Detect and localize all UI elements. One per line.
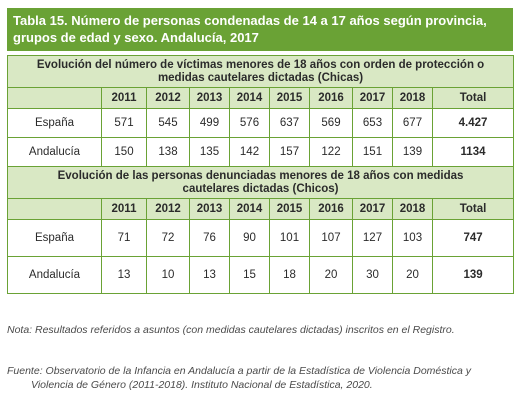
row-label: España: [7, 219, 102, 257]
table-cell: 122: [309, 137, 353, 167]
section-1-heading-line-2: medidas cautelares dictadas (Chicas): [157, 71, 364, 84]
section-2-heading-line-1: Evolución de las personas denunciadas me…: [57, 169, 464, 182]
table-cell: 576: [229, 108, 270, 138]
table-row: Andalucía 13 10 13 15 18 20 30 20 139: [7, 256, 515, 294]
year-header: 2014: [229, 198, 270, 220]
table-cell: 127: [352, 219, 393, 257]
table-cell: 151: [352, 137, 393, 167]
year-header: 2014: [229, 87, 270, 109]
year-header: 2011: [101, 87, 147, 109]
year-header: 2017: [352, 87, 393, 109]
row-label: Andalucía: [7, 137, 102, 167]
table-cell: 13: [101, 256, 147, 294]
section-2-heading-line-2: cautelares dictadas (Chicos): [182, 182, 339, 195]
table-cell: 90: [229, 219, 270, 257]
table-cell: 101: [269, 219, 310, 257]
table-cell: 569: [309, 108, 353, 138]
table-title: Tabla 15. Número de personas condenadas …: [7, 8, 513, 51]
section-2-heading-row: Evolución de las personas denunciadas me…: [6, 166, 515, 199]
table-cell: 20: [309, 256, 353, 294]
section-1-heading: Evolución del número de víctimas menores…: [6, 55, 515, 88]
year-header: 2013: [189, 87, 230, 109]
table-cell: 103: [392, 219, 433, 257]
table-cell: 15: [229, 256, 270, 294]
section-1-year-header: 2011 2012 2013 2014 2015 2016 2017 2018 …: [7, 87, 515, 109]
year-header: 2015: [269, 87, 310, 109]
table-cell: 76: [189, 219, 230, 257]
table-cell: 150: [101, 137, 147, 167]
table-cell: 10: [146, 256, 190, 294]
table-cell: 653: [352, 108, 393, 138]
year-header: 2016: [309, 87, 353, 109]
table-cell: 72: [146, 219, 190, 257]
table-cell: 30: [352, 256, 393, 294]
table-cell: 20: [392, 256, 433, 294]
table-cell: 637: [269, 108, 310, 138]
year-header: 2018: [392, 87, 433, 109]
section-1-heading-row: Evolución del número de víctimas menores…: [6, 55, 515, 88]
table-cell: 677: [392, 108, 433, 138]
year-header-blank: [7, 87, 102, 109]
year-header: 2012: [146, 198, 190, 220]
table-cell: 18: [269, 256, 310, 294]
table-cell: 142: [229, 137, 270, 167]
table-note: Nota: Resultados referidos a asuntos (co…: [7, 324, 455, 336]
table-row: España 71 72 76 90 101 107 127 103 747: [7, 219, 515, 257]
table-cell: 138: [146, 137, 190, 167]
total-cell: 1134: [431, 137, 515, 167]
total-cell: 747: [431, 219, 515, 257]
table-cell: 135: [189, 137, 230, 167]
section-2-year-header: 2011 2012 2013 2014 2015 2016 2017 2018 …: [7, 198, 515, 220]
table-cell: 139: [392, 137, 433, 167]
table-cell: 157: [269, 137, 310, 167]
table-cell: 545: [146, 108, 190, 138]
table-title-line-1: Tabla 15. Número de personas condenadas …: [13, 13, 487, 28]
total-header: Total: [431, 198, 515, 220]
total-header: Total: [431, 87, 515, 109]
data-table: Evolución del número de víctimas menores…: [6, 55, 515, 294]
table-cell: 71: [101, 219, 147, 257]
table-source: Fuente: Observatorio de la Infancia en A…: [7, 364, 513, 392]
row-label: España: [7, 108, 102, 138]
year-header: 2012: [146, 87, 190, 109]
year-header: 2013: [189, 198, 230, 220]
section-1-heading-line-1: Evolución del número de víctimas menores…: [36, 58, 485, 71]
year-header: 2016: [309, 198, 353, 220]
table-cell: 107: [309, 219, 353, 257]
total-cell: 4.427: [431, 108, 515, 138]
year-header: 2017: [352, 198, 393, 220]
table-title-line-2: grupos de edad y sexo. Andalucía, 2017: [13, 30, 259, 45]
table-row: Andalucía 150 138 135 142 157 122 151 13…: [7, 137, 515, 167]
table-cell: 13: [189, 256, 230, 294]
section-2-heading: Evolución de las personas denunciadas me…: [6, 166, 515, 199]
year-header: 2015: [269, 198, 310, 220]
source-line-1: Fuente: Observatorio de la Infancia en A…: [7, 365, 472, 377]
table-cell: 499: [189, 108, 230, 138]
total-cell: 139: [431, 256, 515, 294]
year-header-blank: [7, 198, 102, 220]
year-header: 2018: [392, 198, 433, 220]
row-label: Andalucía: [7, 256, 102, 294]
year-header: 2011: [101, 198, 147, 220]
table-cell: 571: [101, 108, 147, 138]
table-row: España 571 545 499 576 637 569 653 677 4…: [7, 108, 515, 138]
source-line-2: Violencia de Género (2011-2018). Institu…: [31, 379, 373, 391]
